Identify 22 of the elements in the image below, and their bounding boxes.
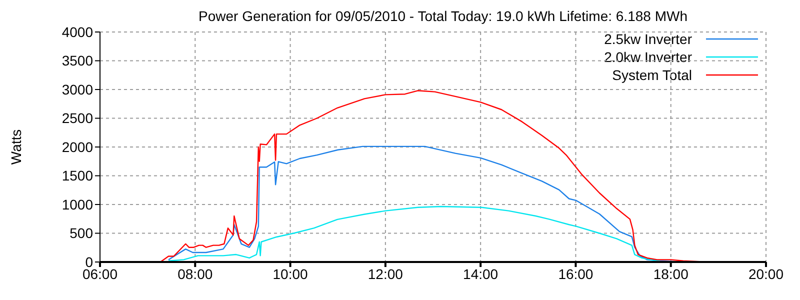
y-tick-label: 1500 [62, 168, 94, 184]
legend-label: 2.0kw Inverter [604, 49, 692, 65]
x-tick-label: 08:00 [178, 266, 213, 282]
x-tick-label: 14:00 [463, 266, 498, 282]
x-tick-label: 18:00 [653, 266, 689, 282]
x-tick-label: 12:00 [368, 266, 404, 282]
y-tick-label: 1000 [62, 196, 94, 212]
y-tick-label: 2000 [62, 138, 94, 155]
legend-label: 2.5kw Inverter [604, 31, 692, 47]
y-tick-label: 500 [70, 225, 94, 242]
y-tick-label: 2500 [62, 110, 94, 126]
line-series [168, 206, 661, 262]
y-axis-title: Watts [8, 129, 24, 165]
x-tick-label: 10:00 [272, 266, 308, 282]
y-tick-label: 0 [85, 254, 94, 270]
x-tick-label: 20:00 [748, 266, 784, 282]
y-tick-label: 4000 [62, 24, 94, 40]
y-tick-label: 3500 [62, 52, 94, 69]
y-tick-label: 3000 [62, 81, 94, 98]
legend-label: System Total [612, 67, 692, 83]
x-tick-label: 16:00 [558, 266, 594, 282]
chart-title: Power Generation for 09/05/2010 - Total Today: 19.0 kWh Lifetime: 6.188 MWh [198, 8, 688, 24]
